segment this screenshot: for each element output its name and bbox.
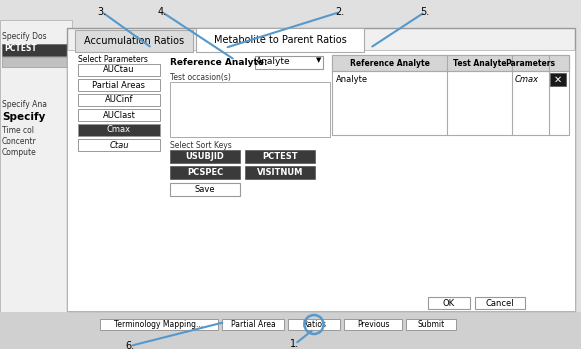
FancyBboxPatch shape <box>75 30 193 52</box>
FancyBboxPatch shape <box>255 56 323 69</box>
FancyBboxPatch shape <box>428 297 470 309</box>
Text: 3.: 3. <box>98 7 106 17</box>
Text: PCTEST: PCTEST <box>262 152 298 161</box>
Text: Terminology Mapping...: Terminology Mapping... <box>114 320 203 329</box>
FancyBboxPatch shape <box>344 319 402 330</box>
FancyBboxPatch shape <box>100 319 218 330</box>
Text: Compute: Compute <box>2 148 37 157</box>
Text: Analyte: Analyte <box>336 74 368 83</box>
FancyBboxPatch shape <box>332 55 569 135</box>
Text: ✕: ✕ <box>554 74 562 84</box>
FancyBboxPatch shape <box>170 183 240 196</box>
Text: AUCinf: AUCinf <box>105 96 133 104</box>
Text: Partial Area: Partial Area <box>231 320 275 329</box>
FancyBboxPatch shape <box>78 94 160 106</box>
FancyBboxPatch shape <box>2 57 67 67</box>
Text: 5.: 5. <box>421 7 429 17</box>
Text: 1.: 1. <box>290 339 300 349</box>
Text: Select Parameters: Select Parameters <box>78 55 148 64</box>
FancyBboxPatch shape <box>78 109 160 121</box>
FancyBboxPatch shape <box>170 166 240 179</box>
FancyBboxPatch shape <box>170 150 240 163</box>
Text: Reference Analyte: Reference Analyte <box>350 59 429 67</box>
FancyBboxPatch shape <box>78 64 160 76</box>
FancyBboxPatch shape <box>78 139 160 151</box>
Text: Metabolite to Parent Ratios: Metabolite to Parent Ratios <box>214 35 346 45</box>
Text: Submit: Submit <box>417 320 444 329</box>
FancyBboxPatch shape <box>78 79 160 91</box>
Text: Previous: Previous <box>357 320 389 329</box>
Text: VISITNUM: VISITNUM <box>257 168 303 177</box>
Text: Save: Save <box>195 185 216 193</box>
Text: USUBJID: USUBJID <box>185 152 224 161</box>
Text: Specify Dos: Specify Dos <box>2 32 46 41</box>
FancyBboxPatch shape <box>170 82 330 137</box>
Text: Cmax: Cmax <box>107 126 131 134</box>
FancyBboxPatch shape <box>550 73 566 86</box>
Text: Cmax: Cmax <box>515 74 539 83</box>
FancyBboxPatch shape <box>245 150 315 163</box>
Text: Ratios: Ratios <box>302 320 326 329</box>
Text: Parameters: Parameters <box>505 59 555 67</box>
FancyBboxPatch shape <box>406 319 456 330</box>
Text: Specify Ana: Specify Ana <box>2 100 47 109</box>
Text: 2.: 2. <box>335 7 345 17</box>
Text: PCTEST: PCTEST <box>4 44 37 53</box>
FancyBboxPatch shape <box>0 20 72 349</box>
Text: Test Analyte: Test Analyte <box>453 59 506 67</box>
Text: OK: OK <box>443 298 455 307</box>
FancyBboxPatch shape <box>288 319 340 330</box>
Text: Specify: Specify <box>2 112 45 122</box>
Text: Select Sort Keys: Select Sort Keys <box>170 141 232 150</box>
FancyBboxPatch shape <box>78 124 160 136</box>
FancyBboxPatch shape <box>67 28 575 311</box>
Text: Ctau: Ctau <box>109 141 129 149</box>
Text: 4.: 4. <box>157 7 167 17</box>
Text: Reference Analyte:: Reference Analyte: <box>170 58 268 67</box>
FancyBboxPatch shape <box>2 44 67 56</box>
Text: Concentr: Concentr <box>2 137 37 146</box>
Text: Analyte: Analyte <box>256 57 290 66</box>
FancyBboxPatch shape <box>245 166 315 179</box>
FancyBboxPatch shape <box>222 319 284 330</box>
Text: ▼: ▼ <box>316 57 321 63</box>
Text: PCSPEC: PCSPEC <box>187 168 223 177</box>
Text: 6.: 6. <box>125 341 135 349</box>
Text: Time col: Time col <box>2 126 34 135</box>
Text: AUClast: AUClast <box>103 111 135 119</box>
Text: Test occasion(s): Test occasion(s) <box>170 73 231 82</box>
Text: AUCtau: AUCtau <box>103 66 135 74</box>
Text: Partial Areas: Partial Areas <box>92 81 145 89</box>
FancyBboxPatch shape <box>0 312 581 349</box>
FancyBboxPatch shape <box>67 50 575 311</box>
Text: Accumulation Ratios: Accumulation Ratios <box>84 36 184 46</box>
Text: Cancel: Cancel <box>486 298 514 307</box>
FancyBboxPatch shape <box>475 297 525 309</box>
FancyBboxPatch shape <box>332 55 569 71</box>
FancyBboxPatch shape <box>196 28 364 52</box>
